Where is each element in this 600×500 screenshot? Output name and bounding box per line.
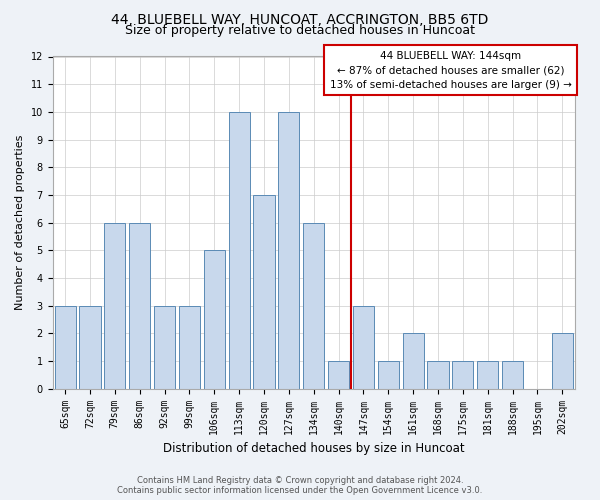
Bar xyxy=(253,195,275,388)
Bar xyxy=(55,306,76,388)
Bar xyxy=(502,361,523,388)
Bar xyxy=(328,361,349,388)
Bar xyxy=(452,361,473,388)
X-axis label: Distribution of detached houses by size in Huncoat: Distribution of detached houses by size … xyxy=(163,442,464,455)
Bar xyxy=(203,250,225,388)
Bar xyxy=(179,306,200,388)
Bar xyxy=(477,361,499,388)
Text: Size of property relative to detached houses in Huncoat: Size of property relative to detached ho… xyxy=(125,24,475,37)
Bar xyxy=(104,222,125,388)
Bar xyxy=(552,334,573,388)
Bar xyxy=(353,306,374,388)
Bar xyxy=(403,334,424,388)
Bar xyxy=(378,361,399,388)
Bar xyxy=(427,361,449,388)
Bar xyxy=(278,112,299,388)
Bar xyxy=(303,222,324,388)
Y-axis label: Number of detached properties: Number of detached properties xyxy=(15,135,25,310)
Bar xyxy=(154,306,175,388)
Bar xyxy=(129,222,150,388)
Text: 44, BLUEBELL WAY, HUNCOAT, ACCRINGTON, BB5 6TD: 44, BLUEBELL WAY, HUNCOAT, ACCRINGTON, B… xyxy=(112,12,488,26)
Bar xyxy=(229,112,250,388)
Bar xyxy=(79,306,101,388)
Text: Contains HM Land Registry data © Crown copyright and database right 2024.
Contai: Contains HM Land Registry data © Crown c… xyxy=(118,476,482,495)
Text: 44 BLUEBELL WAY: 144sqm
← 87% of detached houses are smaller (62)
13% of semi-de: 44 BLUEBELL WAY: 144sqm ← 87% of detache… xyxy=(329,50,571,90)
